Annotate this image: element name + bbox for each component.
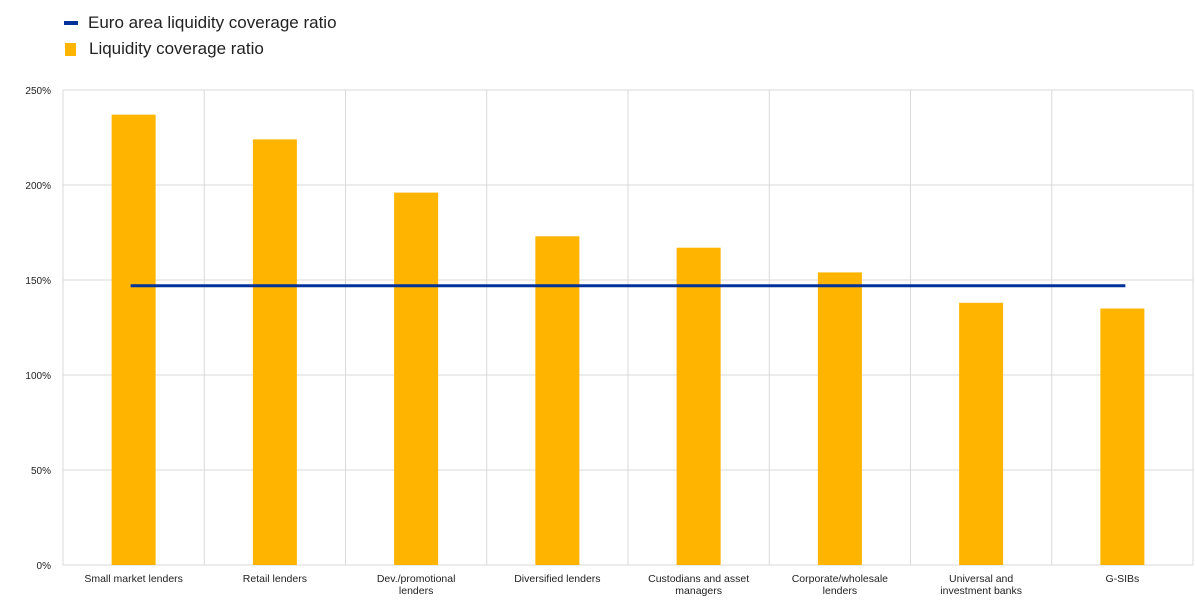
bar <box>1100 308 1145 565</box>
bar <box>676 247 721 565</box>
x-tick-label: lenders <box>399 585 433 597</box>
bar <box>394 192 439 565</box>
x-tick-label: Diversified lenders <box>514 573 600 585</box>
x-tick-label: Small market lenders <box>84 573 183 585</box>
legend-item-euro-area-lcr: Euro area liquidity coverage ratio <box>64 10 337 36</box>
legend-label-lcr: Liquidity coverage ratio <box>89 39 264 58</box>
x-tick-label: G-SIBs <box>1105 573 1139 585</box>
y-tick-label: 250% <box>25 86 51 97</box>
x-tick-label: lenders <box>823 585 857 597</box>
legend-item-lcr: Liquidity coverage ratio <box>64 36 337 62</box>
x-tick-label: Retail lenders <box>243 573 307 585</box>
bar <box>959 302 1004 565</box>
bar <box>111 114 156 565</box>
x-tick-label: Custodians and asset <box>648 573 749 585</box>
bar <box>252 139 297 565</box>
x-tick-label: investment banks <box>940 585 1022 597</box>
y-tick-label: 100% <box>25 371 51 382</box>
x-tick-label: managers <box>675 585 722 597</box>
y-tick-label: 50% <box>31 466 51 477</box>
legend-label-euro-area-lcr: Euro area liquidity coverage ratio <box>88 13 337 32</box>
bar <box>535 236 580 566</box>
legend-line-swatch <box>64 21 78 25</box>
x-tick-label: Universal and <box>949 573 1013 585</box>
legend: Euro area liquidity coverage ratio Liqui… <box>64 10 337 62</box>
legend-bar-swatch <box>65 42 76 56</box>
y-tick-label: 200% <box>25 181 51 192</box>
x-tick-label: Dev./promotional <box>377 573 456 585</box>
y-tick-label: 150% <box>25 276 51 287</box>
y-tick-label: 0% <box>37 561 52 572</box>
bar <box>817 272 862 565</box>
x-tick-label: Corporate/wholesale <box>792 573 888 585</box>
